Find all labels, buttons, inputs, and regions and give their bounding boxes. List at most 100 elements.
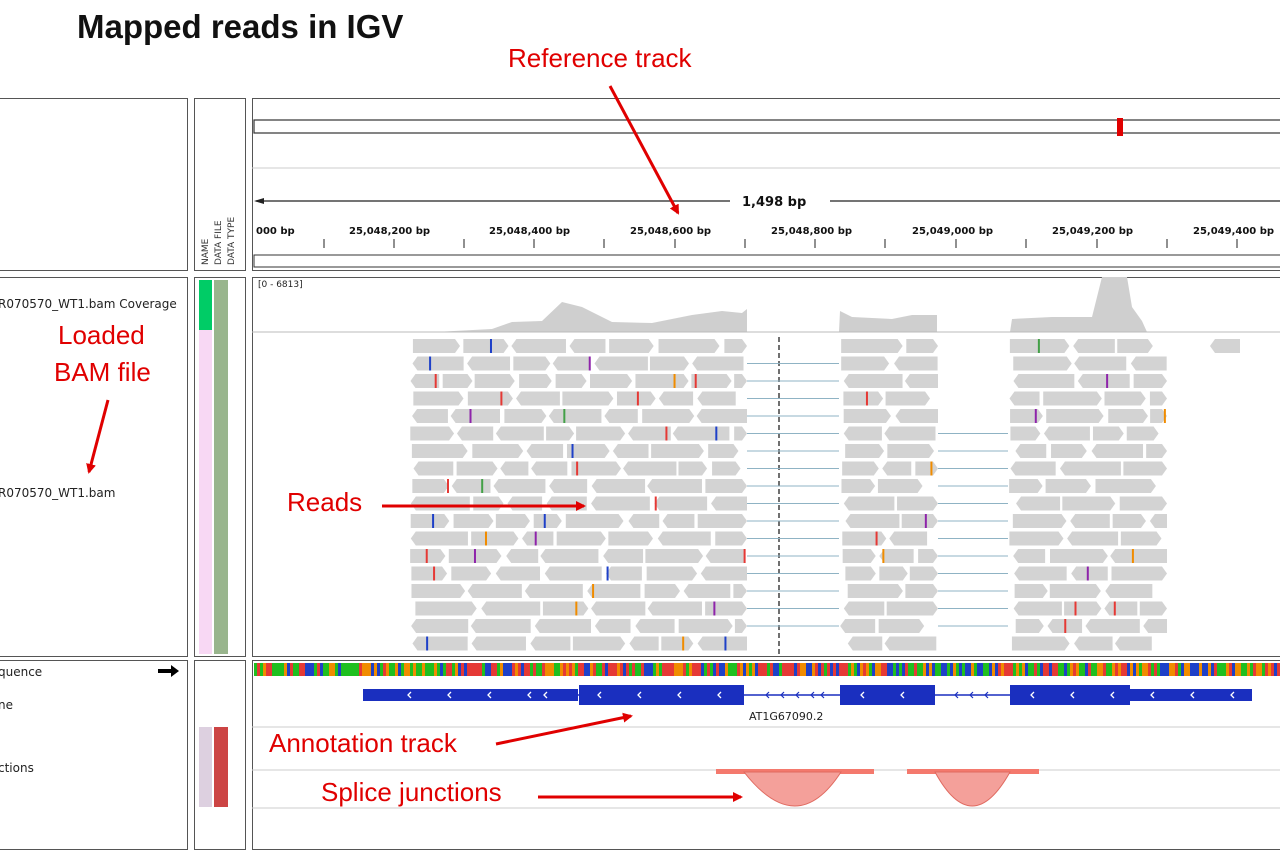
read-alignment[interactable] [845, 514, 900, 528]
read-alignment[interactable] [878, 619, 925, 633]
read-alignment[interactable] [1110, 549, 1167, 563]
read-alignment[interactable] [1064, 601, 1102, 616]
read-alignment[interactable] [1119, 496, 1167, 511]
read-alignment[interactable] [647, 601, 702, 616]
read-alignment[interactable] [442, 374, 473, 388]
read-alignment[interactable] [603, 549, 644, 563]
read-alignment[interactable] [845, 566, 876, 581]
chromosome-ideogram[interactable] [253, 119, 1280, 134]
read-alignment[interactable] [879, 566, 908, 581]
read-alignment[interactable] [516, 391, 560, 406]
read-alignment[interactable] [411, 566, 448, 581]
read-alignment[interactable] [594, 356, 648, 371]
read-alignment[interactable] [842, 549, 876, 563]
read-alignment[interactable] [1045, 479, 1091, 493]
read-alignment[interactable] [843, 374, 903, 388]
read-alignment[interactable] [877, 479, 923, 493]
read-alignment[interactable] [549, 479, 588, 493]
read-alignment[interactable] [1146, 444, 1167, 458]
read-alignment[interactable] [1074, 636, 1113, 651]
read-alignment[interactable] [591, 496, 650, 511]
read-alignment[interactable] [1091, 444, 1144, 458]
read-alignment[interactable] [661, 636, 694, 651]
read-alignment[interactable] [413, 391, 464, 406]
ideogram-region-marker[interactable] [1117, 118, 1123, 136]
read-alignment[interactable] [572, 636, 626, 651]
read-alignment[interactable] [1012, 514, 1067, 528]
read-alignment[interactable] [569, 339, 606, 353]
read-alignment[interactable] [415, 601, 477, 616]
read-alignment[interactable] [697, 514, 747, 528]
read-alignment[interactable] [1074, 356, 1127, 371]
read-alignment[interactable] [645, 549, 704, 563]
read-alignment[interactable] [887, 444, 935, 458]
read-alignment[interactable] [1143, 619, 1167, 633]
read-alignment[interactable] [897, 496, 938, 511]
read-alignment[interactable] [1010, 426, 1041, 441]
read-alignment[interactable] [576, 426, 626, 441]
read-alignment[interactable] [662, 514, 695, 528]
read-alignment[interactable] [456, 461, 498, 476]
read-alignment[interactable] [847, 636, 883, 651]
read-alignment[interactable] [410, 531, 468, 546]
read-alignment[interactable] [1049, 584, 1101, 598]
read-alignment[interactable] [533, 514, 562, 528]
read-alignment[interactable] [894, 356, 938, 371]
read-alignment[interactable] [500, 461, 529, 476]
read-alignment[interactable] [1104, 601, 1138, 616]
read-alignment[interactable] [733, 584, 747, 598]
read-alignment[interactable] [909, 566, 938, 581]
read-alignment[interactable] [1123, 461, 1167, 476]
read-alignment[interactable] [705, 601, 747, 616]
read-alignment[interactable] [1070, 514, 1110, 528]
read-alignment[interactable] [474, 374, 515, 388]
read-alignment[interactable] [623, 461, 677, 476]
read-alignment[interactable] [1009, 479, 1043, 493]
read-alignment[interactable] [1149, 514, 1167, 528]
read-alignment[interactable] [587, 584, 641, 598]
read-alignment[interactable] [884, 426, 936, 441]
read-alignment[interactable] [493, 479, 546, 493]
read-alignment[interactable] [1112, 514, 1146, 528]
read-alignment[interactable] [841, 479, 876, 493]
read-alignment[interactable] [604, 409, 638, 423]
read-alignment[interactable] [412, 479, 449, 493]
read-alignment[interactable] [456, 426, 494, 441]
read-alignment[interactable] [1009, 391, 1040, 406]
read-alignment[interactable] [1051, 444, 1087, 458]
read-alignment[interactable] [889, 531, 928, 546]
read-alignment[interactable] [646, 566, 698, 581]
read-alignment[interactable] [1095, 479, 1156, 493]
read-alignment[interactable] [845, 444, 885, 458]
read-alignment[interactable] [678, 619, 733, 633]
read-alignment[interactable] [470, 619, 531, 633]
read-alignment[interactable] [696, 409, 747, 423]
read-alignment[interactable] [606, 566, 642, 581]
read-alignment[interactable] [1130, 356, 1167, 371]
read-alignment[interactable] [612, 444, 649, 458]
read-alignment[interactable] [1046, 409, 1104, 423]
read-alignment[interactable] [628, 426, 671, 441]
read-alignment[interactable] [450, 409, 500, 423]
read-alignment[interactable] [1009, 531, 1064, 546]
read-alignment[interactable] [635, 619, 675, 633]
read-alignment[interactable] [591, 601, 646, 616]
coverage-attr-green[interactable] [199, 280, 212, 330]
read-alignment[interactable] [882, 461, 912, 476]
read-alignment[interactable] [1149, 391, 1167, 406]
read-alignment[interactable] [843, 426, 882, 441]
read-alignment[interactable] [1073, 339, 1115, 353]
read-alignment[interactable] [629, 636, 659, 651]
read-alignment[interactable] [463, 339, 509, 353]
read-alignment[interactable] [847, 584, 903, 598]
read-alignment[interactable] [697, 636, 747, 651]
read-alignment[interactable] [1104, 391, 1146, 406]
read-alignment[interactable] [840, 619, 876, 633]
data-type-attr-green[interactable] [214, 280, 228, 654]
read-alignment[interactable] [651, 444, 704, 458]
read-alignment[interactable] [495, 514, 530, 528]
read-alignment[interactable] [1015, 619, 1044, 633]
right-arrow-icon[interactable] [158, 664, 180, 678]
read-alignment[interactable] [1043, 426, 1090, 441]
read-alignment[interactable] [524, 584, 583, 598]
